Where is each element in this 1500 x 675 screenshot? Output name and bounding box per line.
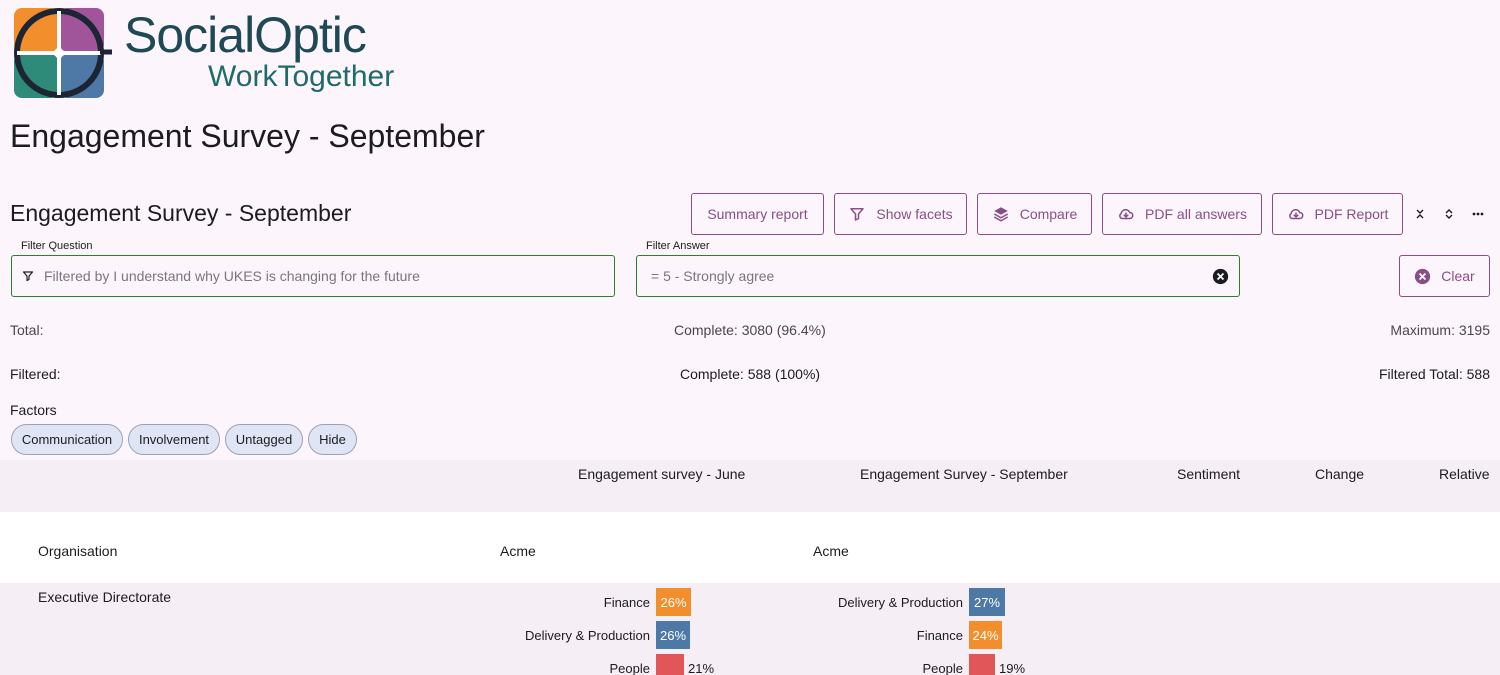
factor-chip-untagged[interactable]: Untagged <box>225 424 303 455</box>
summary-report-label: Summary report <box>707 206 808 222</box>
table-row-organisation <box>0 512 1500 583</box>
filter-question-label: Filter Question <box>21 240 93 252</box>
complete-total: Complete: 3080 (96.4%) <box>674 322 826 338</box>
row-label-executive-directorate[interactable]: Executive Directorate <box>38 589 172 605</box>
column-header-september[interactable]: Engagement Survey - September <box>860 466 1068 482</box>
clear-button[interactable]: Clear <box>1399 255 1490 297</box>
layers-icon <box>993 207 1008 222</box>
total-label: Total: <box>10 322 44 338</box>
more-options-icon[interactable] <box>1468 204 1488 224</box>
september-bar-label: Finance <box>916 628 963 643</box>
filter-question-field[interactable]: Filtered by I understand why UKES is cha… <box>11 255 615 297</box>
cloud-download-icon <box>1288 208 1303 220</box>
september-bar-people[interactable] <box>969 654 995 675</box>
september-bar-people-value: 19% <box>999 661 1026 675</box>
pdf-report-label: PDF Report <box>1314 206 1389 222</box>
complete-filtered: Complete: 588 (100%) <box>680 366 821 382</box>
september-bar-delivery[interactable]: 27% <box>969 588 1005 616</box>
logo-magnifier-icon <box>14 8 112 98</box>
factor-chip-involvement[interactable]: Involvement <box>128 424 220 455</box>
september-bar-finance[interactable]: 24% <box>969 621 1002 649</box>
compare-button[interactable]: Compare <box>977 193 1092 235</box>
september-bar-label: Delivery & Production <box>838 595 963 610</box>
column-header-sentiment[interactable]: Sentiment <box>1177 466 1241 482</box>
filter-question-placeholder: Filtered by I understand why UKES is cha… <box>44 268 420 284</box>
june-bar-delivery[interactable]: 26% <box>656 621 690 649</box>
filter-answer-field[interactable]: = 5 - Strongly agree <box>636 255 1240 297</box>
june-bar-label: Delivery & Production <box>525 628 650 643</box>
june-bar-people[interactable] <box>656 654 684 675</box>
section-title: Engagement Survey - September <box>10 200 352 226</box>
column-header-relative[interactable]: Relative <box>1439 466 1490 482</box>
factor-chip-communication[interactable]: Communication <box>11 424 123 455</box>
close-circle-icon <box>1415 268 1431 284</box>
june-bar-finance[interactable]: 26% <box>656 588 691 616</box>
clear-label: Clear <box>1441 268 1475 284</box>
expand-all-icon[interactable] <box>1439 204 1459 224</box>
org-june-value: Acme <box>500 543 536 559</box>
clear-answer-icon[interactable] <box>1212 268 1229 285</box>
pdf-all-answers-label: PDF all answers <box>1145 206 1247 222</box>
june-bar-people-value: 21% <box>688 661 715 675</box>
table-row-executive-directorate <box>0 583 1500 675</box>
socialoptic-logo: SocialOptic WorkTogether <box>12 6 395 102</box>
column-header-change[interactable]: Change <box>1315 466 1365 482</box>
logo-wordmark: SocialOptic <box>124 7 367 63</box>
page-title: Engagement Survey - September <box>10 118 485 154</box>
june-bar-label: Finance <box>603 595 650 610</box>
filter-answer-value: = 5 - Strongly agree <box>651 268 775 284</box>
filtered-total: Filtered Total: 588 <box>1378 366 1490 382</box>
table-header <box>0 460 1500 512</box>
cloud-download-icon <box>1119 208 1134 220</box>
june-bar-label: People <box>609 661 650 675</box>
row-label-organisation: Organisation <box>38 543 118 559</box>
column-header-june[interactable]: Engagement survey - June <box>578 466 746 482</box>
pdf-report-button[interactable]: PDF Report <box>1272 193 1403 235</box>
collapse-all-icon[interactable] <box>1410 204 1430 224</box>
show-facets-label: Show facets <box>876 206 953 222</box>
compare-label: Compare <box>1019 206 1078 222</box>
org-september-value: Acme <box>813 543 849 559</box>
logo-tagline: WorkTogether <box>208 60 395 93</box>
filter-icon <box>850 208 865 221</box>
filter-icon <box>22 271 34 282</box>
filtered-label: Filtered: <box>10 366 61 382</box>
september-bar-label: People <box>922 661 963 675</box>
filter-answer-label: Filter Answer <box>646 240 710 252</box>
pdf-all-answers-button[interactable]: PDF all answers <box>1102 193 1262 235</box>
factor-chip-hide[interactable]: Hide <box>308 424 357 455</box>
summary-report-button[interactable]: Summary report <box>691 193 824 235</box>
show-facets-button[interactable]: Show facets <box>834 193 967 235</box>
maximum-count: Maximum: 3195 <box>1390 322 1490 338</box>
factors-label: Factors <box>10 402 57 418</box>
